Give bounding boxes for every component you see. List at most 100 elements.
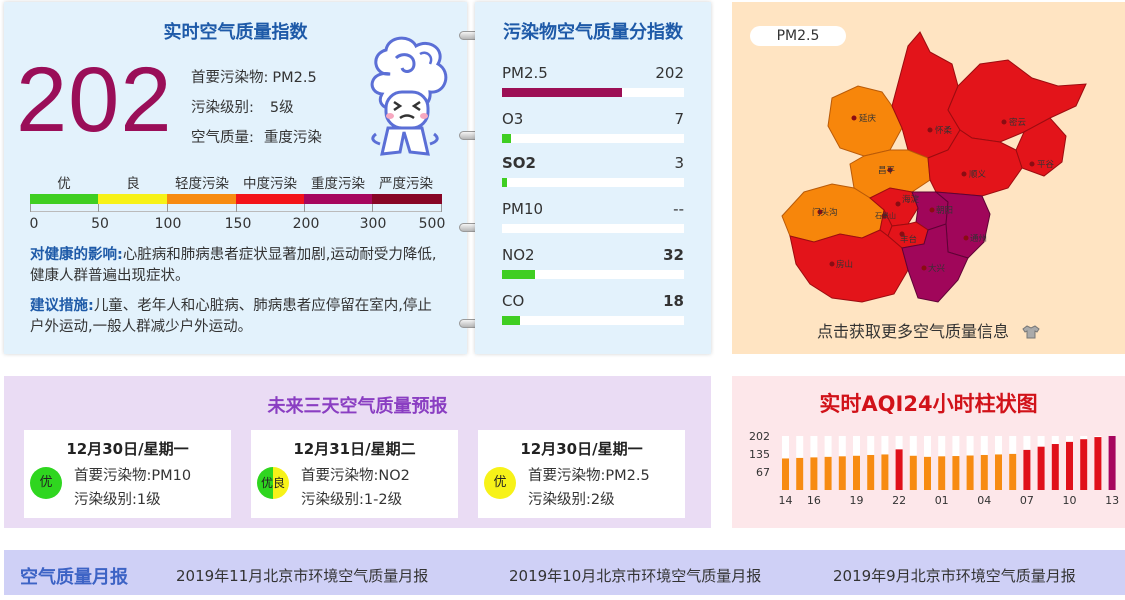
pollutant-bar-fill [502, 316, 521, 325]
scale-tick [372, 204, 373, 212]
beijing-district-map[interactable]: 延庆 怀柔 密云 昌平 顺义 平谷 门头沟 海淀 朝阳 石景山 丰台 通州 房山… [732, 2, 1125, 354]
aqi-24h-bar-chart: 202 135 67 14 16 19 22 01 04 07 10 13 [749, 430, 1119, 507]
x-tick-label: 07 [1020, 494, 1034, 507]
forecast-card[interactable]: 12月30日/星期一 优 首要污染物:PM2.5 污染级别:2级 [478, 430, 685, 518]
scale-tick [98, 204, 99, 212]
pollutant-bar-fill [502, 134, 512, 143]
monthly-report-link[interactable]: 2019年11月北京市环境空气质量月报 [176, 567, 429, 585]
pollutant-item[interactable]: PM2.5 202 [502, 64, 684, 104]
air-quality-row: 空气质量: 重度污染 [191, 126, 322, 147]
primary-pollutant-value: PM2.5 [272, 70, 317, 86]
pollutant-name: CO [502, 292, 525, 310]
monthly-report-bar: 空气质量月报 2019年11月北京市环境空气质量月报 2019年10月北京市环境… [4, 550, 1125, 595]
district-label: 通州 [970, 233, 987, 244]
more-info-link[interactable]: 点击获取更多空气质量信息 [732, 318, 1125, 343]
map-pollutant-badge[interactable]: PM2.5 [750, 26, 846, 46]
map-panel[interactable]: 延庆 怀柔 密云 昌平 顺义 平谷 门头沟 海淀 朝阳 石景山 丰台 通州 房山… [732, 2, 1125, 354]
pollutant-item[interactable]: NO2 32 [502, 246, 684, 286]
forecast-card[interactable]: 12月30日/星期一 优 首要污染物:PM10 污染级别:1级 [24, 430, 231, 518]
forecast-title: 未来三天空气质量预报 [267, 396, 448, 417]
pollutant-name: PM2.5 [502, 64, 548, 82]
badge-text: 优 [39, 475, 53, 490]
bar-10 [1066, 441, 1073, 490]
pollutant-item[interactable]: O3 7 [502, 110, 684, 150]
forecast-primary: 首要污染物:PM10 [74, 468, 192, 484]
pollutant-name: NO2 [502, 246, 535, 264]
pollutant-bar-track [502, 224, 684, 233]
aqi-scale: 优 良 轻度污染 中度污染 重度污染 严度污染 0 50 100 150 200… [29, 172, 446, 232]
scale-number: 500 [418, 216, 446, 232]
pollutant-index-panel: 污染物空气质量分指数 PM2.5 202 O3 7 SO2 3 PM10 -- … [475, 2, 711, 354]
pollutant-value: 202 [655, 64, 684, 82]
badge-text: 优 [493, 475, 507, 490]
forecast-level: 污染级别:1级 [74, 492, 161, 508]
bar-16 [810, 457, 818, 490]
district-label: 海淀 [902, 194, 920, 205]
scale-tick [304, 204, 305, 212]
shirt-icon [1022, 324, 1040, 343]
bar-09 [1051, 444, 1059, 490]
pollutant-bar-track [502, 88, 684, 97]
pollutant-index-title: 污染物空气质量分指数 [503, 22, 683, 43]
scale-ticks [30, 204, 442, 212]
scale-tick [236, 204, 237, 212]
monthly-report-link[interactable]: 2019年9月北京市环境空气质量月报 [833, 567, 1076, 585]
pollution-level-row: 污染级别: 5级 [191, 96, 294, 117]
district-label: 门头沟 [812, 207, 838, 218]
y-tick-label: 202 [749, 430, 770, 443]
x-tick-label: 14 [779, 494, 793, 507]
pollutant-name: SO2 [502, 154, 536, 172]
monthly-report-title: 空气质量月报 [20, 567, 128, 588]
pollution-level-value: 5级 [269, 100, 294, 116]
bar-15 [796, 457, 804, 490]
aqi-24h-chart-title: 实时AQI24小时柱状图 [819, 392, 1038, 416]
bar-14 [782, 458, 789, 490]
y-tick-label: 135 [749, 448, 770, 461]
scale-number: 0 [29, 216, 39, 232]
district-label: 顺义 [969, 170, 987, 180]
district-label: 石景山 [875, 211, 896, 220]
scale-segment [372, 194, 442, 204]
scale-number: 100 [154, 216, 182, 232]
forecast-level-badge: 优 [30, 467, 62, 499]
bar-20 [867, 454, 875, 490]
bar-01 [938, 456, 946, 490]
x-tick-label: 13 [1105, 494, 1119, 507]
bar-12 [1094, 437, 1102, 490]
pollutant-name: O3 [502, 110, 524, 128]
scale-labels: 优 良 轻度污染 中度污染 重度污染 严度污染 [30, 172, 442, 192]
bar-21 [881, 454, 889, 490]
x-tick-label: 01 [935, 494, 949, 507]
bar-18 [838, 456, 846, 490]
pollutant-item[interactable]: PM10 -- [502, 200, 684, 240]
pollutant-value: 7 [674, 110, 684, 128]
bar-19 [853, 455, 860, 490]
pollutant-item[interactable]: SO2 3 [502, 154, 684, 194]
advice-label: 建议措施: [30, 298, 94, 314]
pollutant-bar-fill [502, 178, 508, 187]
district-label: 密云 [1009, 117, 1027, 128]
monthly-report-link[interactable]: 2019年10月北京市环境空气质量月报 [509, 567, 762, 585]
forecast-panel: 未来三天空气质量预报 12月30日/星期一 优 首要污染物:PM10 污染级别:… [4, 376, 711, 528]
scale-tick [167, 204, 168, 212]
pollutant-bar-fill [502, 270, 535, 279]
bar-06 [1009, 453, 1017, 490]
bar-00 [924, 456, 931, 490]
forecast-date: 12月31日/星期二 [293, 440, 416, 458]
forecast-date: 12月30日/星期一 [520, 440, 643, 458]
pollutant-item[interactable]: CO 18 [502, 292, 684, 332]
district-label: 平谷 [1037, 160, 1055, 170]
forecast-card[interactable]: 12月31日/星期二 优良 首要污染物:NO2 污染级别:1-2级 [251, 430, 458, 518]
forecast-level: 污染级别:1-2级 [301, 492, 403, 508]
x-tick-label: 10 [1063, 494, 1077, 507]
more-info-text: 点击获取更多空气质量信息 [816, 322, 1009, 341]
district-label: 房山 [836, 259, 853, 270]
primary-pollutant-label: 首要污染物: [191, 70, 269, 86]
district-yanqing [827, 85, 903, 157]
scale-label: 优 [57, 176, 71, 192]
district-huairou [891, 31, 961, 159]
pollutant-bar-fill [502, 88, 623, 97]
forecast-level-badge: 优 [484, 467, 516, 499]
pollutant-bar-track [502, 270, 684, 279]
pollutant-bar-track [502, 134, 684, 143]
